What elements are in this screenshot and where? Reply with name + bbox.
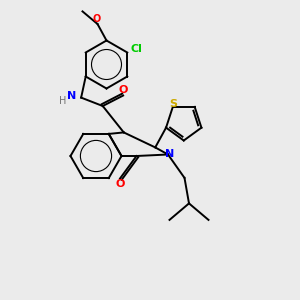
Text: O: O xyxy=(115,179,125,189)
Text: Cl: Cl xyxy=(130,44,142,55)
Text: H: H xyxy=(59,96,67,106)
Text: N: N xyxy=(67,91,76,101)
Text: O: O xyxy=(118,85,128,95)
Text: N: N xyxy=(166,149,175,159)
Text: O: O xyxy=(93,14,101,24)
Text: S: S xyxy=(169,99,177,109)
